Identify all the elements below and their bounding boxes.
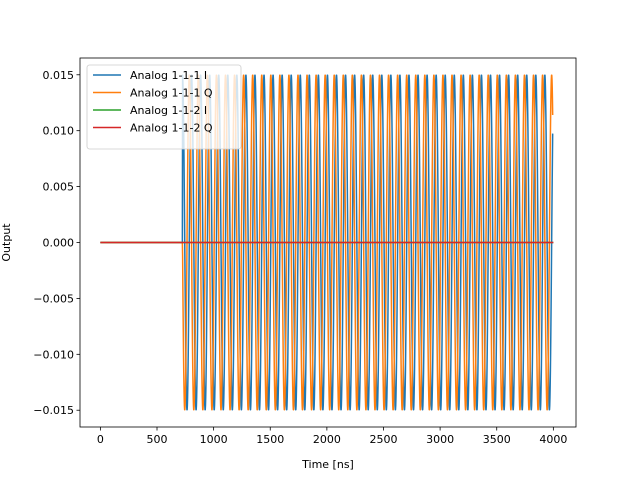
legend: Analog 1-1-1 I Analog 1-1-1 Q Analog 1-1-2… — [86, 64, 242, 150]
y-tick-label: −0.010 — [33, 348, 74, 361]
y-axis: −0.015 −0.010 −0.005 0.000 0.005 0.010 0.015 — [33, 69, 80, 417]
legend-entry: Analog 1-1-1 Q — [130, 87, 213, 100]
x-tick-label: 1500 — [256, 433, 284, 446]
y-tick-label: 0.015 — [43, 69, 75, 82]
x-tick-label: 4000 — [539, 433, 567, 446]
x-axis: 0 500 1000 1500 2000 2500 3000 3500 4000 — [97, 427, 567, 446]
legend-entry: Analog 1-1-2 I — [130, 104, 207, 117]
y-tick-label: 0.010 — [43, 125, 75, 138]
x-tick-label: 0 — [97, 433, 104, 446]
y-tick-label: −0.015 — [33, 404, 74, 417]
y-tick-label: −0.005 — [33, 292, 74, 305]
legend-entry: Analog 1-1-2 Q — [130, 122, 213, 135]
x-tick-label: 2500 — [369, 433, 397, 446]
y-tick-label: 0.005 — [43, 181, 75, 194]
y-axis-label: Output — [0, 223, 13, 262]
y-tick-label: 0.000 — [43, 237, 75, 250]
x-tick-label: 2000 — [313, 433, 341, 446]
legend-entry: Analog 1-1-1 I — [130, 69, 207, 82]
legend-box — [86, 64, 242, 150]
x-tick-label: 3000 — [426, 433, 454, 446]
x-axis-label: Time [ns] — [301, 458, 354, 471]
x-tick-label: 3500 — [483, 433, 511, 446]
series-layer — [99, 74, 554, 411]
x-tick-label: 500 — [147, 433, 168, 446]
x-tick-label: 1000 — [200, 433, 228, 446]
